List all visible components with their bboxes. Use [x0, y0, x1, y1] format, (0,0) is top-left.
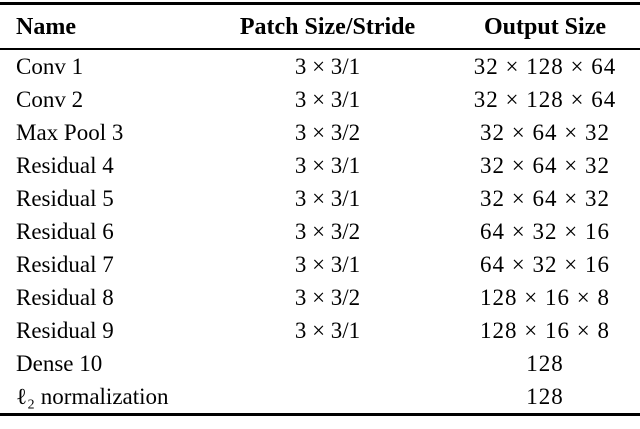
layer-name: Residual 6 — [16, 219, 114, 244]
layer-name: Residual 7 — [16, 252, 114, 277]
layer-name: Residual 8 — [16, 285, 114, 310]
output-size: 32 × 64 × 32 — [480, 186, 610, 211]
table-row: Residual 9 3 × 3/1 128 × 16 × 8 — [0, 314, 640, 347]
output-size: 128 × 16 × 8 — [480, 285, 610, 310]
table-row: Residual 4 3 × 3/1 32 × 64 × 32 — [0, 149, 640, 182]
header-name: Name — [16, 13, 76, 40]
layer-name: Residual 4 — [16, 153, 114, 178]
layer-name: Max Pool 3 — [16, 120, 124, 145]
patch-size-stride: 3 × 3/1 — [294, 318, 361, 343]
table-row: Residual 5 3 × 3/1 32 × 64 × 32 — [0, 182, 640, 215]
output-size: 32 × 64 × 32 — [480, 120, 610, 145]
layer-name: Dense 10 — [16, 351, 103, 376]
layer-name: Residual 5 — [16, 186, 114, 211]
patch-size-stride: 3 × 3/1 — [294, 87, 361, 112]
patch-size-stride: 3 × 3/2 — [294, 219, 361, 244]
output-size: 64 × 32 × 16 — [480, 219, 610, 244]
table-row: Conv 2 3 × 3/1 32 × 128 × 64 — [0, 83, 640, 116]
layer-name: ℓ₂ normalization — [16, 384, 169, 409]
output-size: 128 × 16 × 8 — [480, 318, 610, 343]
output-size: 64 × 32 × 16 — [480, 252, 610, 277]
architecture-table: Name Patch Size/Stride Output Size Conv … — [0, 2, 640, 416]
header-patch-size-stride: Patch Size/Stride — [239, 13, 416, 40]
table-row: Residual 8 3 × 3/2 128 × 16 × 8 — [0, 281, 640, 314]
layer-name: Conv 1 — [16, 54, 84, 79]
output-size: 128 — [526, 351, 564, 376]
patch-size-stride: 3 × 3/1 — [294, 252, 361, 277]
output-size: 32 × 64 × 32 — [480, 153, 610, 178]
header-output-size: Output Size — [483, 13, 606, 40]
table-row: ℓ₂ normalization 128 — [0, 380, 640, 413]
patch-size-stride: 3 × 3/2 — [294, 120, 361, 145]
table-row: Residual 7 3 × 3/1 64 × 32 × 16 — [0, 248, 640, 281]
table-row: Max Pool 3 3 × 3/2 32 × 64 × 32 — [0, 116, 640, 149]
output-size: 32 × 128 × 64 — [473, 54, 617, 79]
layer-name: Residual 9 — [16, 318, 114, 343]
patch-size-stride: 3 × 3/2 — [294, 285, 361, 310]
patch-size-stride: 3 × 3/1 — [294, 153, 361, 178]
table-row: Conv 1 3 × 3/1 32 × 128 × 64 — [0, 50, 640, 83]
output-size: 128 — [526, 384, 564, 409]
patch-size-stride: 3 × 3/1 — [294, 186, 361, 211]
table-header-row: Name Patch Size/Stride Output Size — [0, 5, 640, 50]
table-row: Dense 10 128 — [0, 347, 640, 380]
layer-name: Conv 2 — [16, 87, 84, 112]
table-row: Residual 6 3 × 3/2 64 × 32 × 16 — [0, 215, 640, 248]
output-size: 32 × 128 × 64 — [473, 87, 617, 112]
patch-size-stride: 3 × 3/1 — [294, 54, 361, 79]
